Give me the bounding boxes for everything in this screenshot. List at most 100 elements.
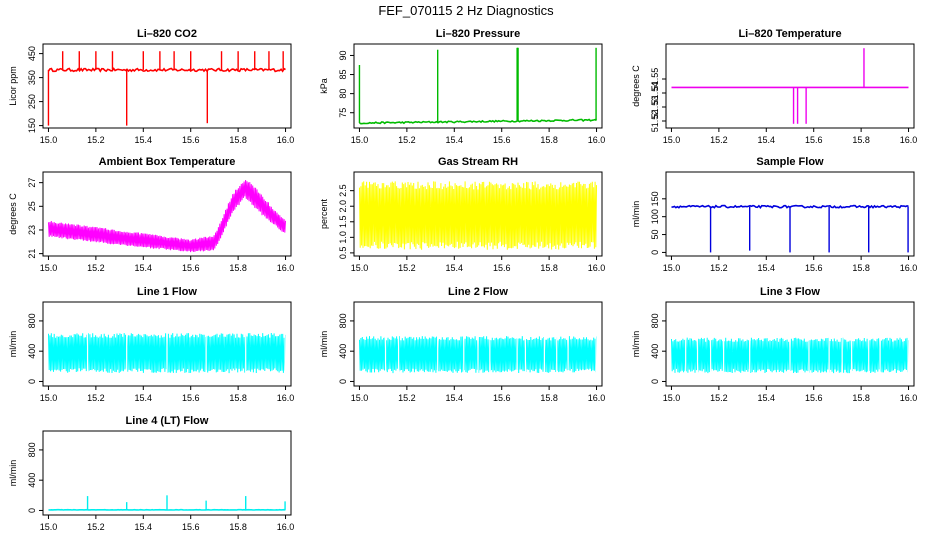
y-tick-label: 0 — [338, 379, 348, 384]
y-tick-label: 2.0 — [338, 200, 348, 213]
series-line — [49, 69, 286, 72]
y-axis-label: ml/min — [8, 460, 18, 487]
plot-box — [666, 44, 914, 128]
x-tick-label: 15.0 — [663, 393, 681, 403]
y-tick-label: 150 — [650, 191, 660, 206]
y-tick-label: 800 — [650, 313, 660, 328]
y-tick-label: 400 — [27, 473, 37, 488]
y-tick-label: 23 — [27, 225, 37, 235]
y-axis-label: percent — [319, 198, 329, 229]
x-tick-label: 15.0 — [40, 263, 58, 273]
x-tick-label: 15.0 — [351, 393, 369, 403]
plot-area — [672, 338, 909, 374]
panel-title: Sample Flow — [756, 156, 824, 168]
plot-box — [354, 44, 602, 128]
series-band — [360, 181, 597, 249]
y-tick-label: 0 — [27, 508, 37, 513]
x-tick-label: 15.2 — [710, 135, 728, 145]
x-tick-label: 15.6 — [182, 135, 200, 145]
x-tick-label: 16.0 — [277, 135, 295, 145]
plot-area — [49, 495, 286, 510]
y-tick-label: 100 — [650, 209, 660, 224]
y-axis-label: ml/min — [631, 201, 641, 228]
x-tick-label: 15.6 — [182, 522, 200, 532]
panel-title: Line 4 (LT) Flow — [126, 415, 209, 427]
panel-title: Li–820 Temperature — [738, 28, 841, 40]
y-tick-label: 90 — [338, 50, 348, 60]
y-axis-label: ml/min — [319, 331, 329, 358]
y-tick-label: 350 — [27, 70, 37, 85]
x-tick-label: 15.4 — [135, 135, 153, 145]
y-axis-label: degrees C — [8, 193, 18, 235]
plot-area — [49, 333, 286, 373]
y-tick-label: 0 — [27, 379, 37, 384]
panel-title: Line 1 Flow — [137, 286, 197, 298]
x-tick-label: 15.0 — [40, 522, 58, 532]
y-tick-label: 21 — [27, 249, 37, 259]
x-tick-label: 15.8 — [540, 135, 558, 145]
y-axis-label: degrees C — [631, 65, 641, 107]
y-axis-label: ml/min — [8, 331, 18, 358]
y-tick-label: 400 — [338, 344, 348, 359]
panel-temperature: Li–820 Temperature degrees C 15.0 15.2 15.4 1… — [631, 28, 917, 145]
y-axis-label: ml/min — [631, 331, 641, 358]
x-tick-label: 16.0 — [588, 393, 606, 403]
plot-area — [359, 48, 596, 124]
plot-area — [672, 48, 909, 124]
y-tick-label: 25 — [27, 201, 37, 211]
x-tick-label: 15.2 — [87, 135, 105, 145]
x-tick-label: 15.0 — [40, 135, 58, 145]
x-tick-label: 15.4 — [758, 263, 776, 273]
plot-area — [360, 181, 597, 249]
y-tick-label: 0 — [650, 250, 660, 255]
x-tick-label: 15.2 — [87, 263, 105, 273]
x-tick-label: 15.2 — [398, 393, 416, 403]
x-tick-label: 15.2 — [398, 135, 416, 145]
x-tick-label: 15.6 — [493, 393, 511, 403]
x-tick-label: 15.6 — [805, 135, 823, 145]
y-tick-label: 800 — [338, 313, 348, 328]
x-tick-label: 15.0 — [663, 135, 681, 145]
y-tick-label: 800 — [27, 313, 37, 328]
series-band — [49, 180, 286, 252]
y-tick-label: 0 — [650, 379, 660, 384]
y-tick-label: 75 — [338, 108, 348, 118]
x-tick-label: 16.0 — [900, 263, 918, 273]
y-tick-label: 450 — [27, 46, 37, 61]
x-tick-label: 15.6 — [182, 393, 200, 403]
plot-box — [43, 44, 291, 128]
plot-area — [672, 206, 909, 253]
x-tick-label: 15.8 — [852, 135, 870, 145]
y-tick-label: 800 — [27, 442, 37, 457]
x-tick-label: 15.2 — [87, 522, 105, 532]
x-tick-label: 15.8 — [540, 263, 558, 273]
plot-area — [49, 180, 286, 252]
x-tick-label: 15.2 — [87, 393, 105, 403]
panel-title: Line 2 Flow — [448, 286, 508, 298]
x-tick-label: 15.4 — [135, 263, 153, 273]
x-tick-label: 15.6 — [805, 263, 823, 273]
x-tick-label: 15.0 — [663, 263, 681, 273]
x-tick-label: 15.4 — [758, 393, 776, 403]
panel-title: Li–820 Pressure — [436, 28, 520, 40]
x-tick-label: 15.6 — [493, 263, 511, 273]
x-tick-label: 15.6 — [493, 135, 511, 145]
x-tick-label: 15.8 — [852, 263, 870, 273]
series-line — [360, 119, 597, 123]
y-axis-label: Licor ppm — [8, 66, 18, 106]
x-tick-label: 15.2 — [710, 393, 728, 403]
x-tick-label: 15.4 — [135, 522, 153, 532]
panel-title: Gas Stream RH — [438, 156, 518, 168]
x-tick-label: 15.4 — [446, 135, 464, 145]
plot-area — [360, 336, 597, 373]
plot-area — [48, 51, 285, 125]
x-tick-label: 15.4 — [758, 135, 776, 145]
